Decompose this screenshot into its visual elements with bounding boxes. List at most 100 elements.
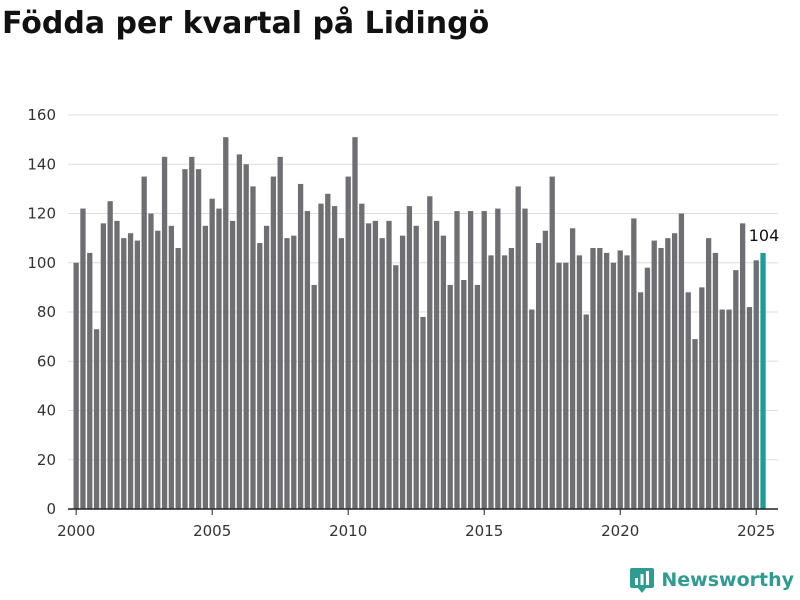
bar xyxy=(87,252,93,509)
bar xyxy=(651,240,657,509)
bar xyxy=(134,240,141,509)
x-tick-label: 2005 xyxy=(193,522,231,540)
bar xyxy=(379,238,385,509)
bar xyxy=(447,284,453,509)
bar xyxy=(678,213,685,509)
bar xyxy=(522,208,528,509)
bar xyxy=(223,137,229,509)
bar xyxy=(372,220,379,509)
bar xyxy=(631,218,637,510)
bar xyxy=(569,228,576,509)
bar xyxy=(175,247,181,509)
bar xyxy=(440,235,447,509)
bar xyxy=(209,198,215,509)
bar xyxy=(671,233,678,509)
y-axis-labels: 0 20 40 60 80 100 120 140 160 xyxy=(27,106,56,518)
y-tick-label: 160 xyxy=(27,106,56,124)
bar xyxy=(508,247,515,509)
bars xyxy=(73,137,766,510)
bar xyxy=(257,243,263,510)
bar xyxy=(73,262,79,509)
bar xyxy=(576,255,583,509)
bar xyxy=(161,156,168,510)
y-tick-label: 60 xyxy=(37,352,56,370)
bar xyxy=(250,186,256,509)
bar xyxy=(359,203,365,509)
chart-title: Födda per kvartal på Lidingö xyxy=(2,6,490,41)
bar xyxy=(141,176,147,509)
bar xyxy=(406,206,413,510)
bar xyxy=(420,316,426,509)
bar xyxy=(195,169,202,510)
bar xyxy=(535,243,542,510)
x-tick-label: 2025 xyxy=(737,522,775,540)
newsworthy-logo-icon xyxy=(630,568,655,593)
bar xyxy=(216,208,222,509)
bar xyxy=(93,329,100,509)
bar xyxy=(658,247,664,509)
bar xyxy=(556,262,562,509)
bar xyxy=(501,255,508,509)
bar xyxy=(413,225,419,509)
bar xyxy=(399,235,406,509)
bar xyxy=(705,238,712,509)
y-tick-label: 140 xyxy=(27,155,56,173)
last-value-label: 104 xyxy=(749,226,780,245)
brand-logo: Newsworthy xyxy=(629,566,794,594)
bar xyxy=(665,238,671,509)
bar xyxy=(386,220,392,509)
bar xyxy=(481,211,487,509)
bar xyxy=(515,186,521,509)
bar xyxy=(461,279,467,509)
bar xyxy=(624,255,630,509)
bar xyxy=(291,235,297,509)
bar xyxy=(393,265,399,509)
y-tick-label: 0 xyxy=(46,500,56,518)
bar xyxy=(365,223,372,509)
bar xyxy=(549,176,555,509)
bar xyxy=(692,339,698,509)
bar xyxy=(325,193,331,510)
bar xyxy=(542,230,549,510)
bar xyxy=(155,230,161,510)
bar xyxy=(127,233,134,509)
bar xyxy=(243,164,249,509)
y-tick-label: 100 xyxy=(27,254,56,272)
bar xyxy=(685,292,691,509)
bar xyxy=(318,203,324,509)
bar xyxy=(352,137,358,509)
bar xyxy=(331,206,338,510)
annotations: 104 xyxy=(749,226,780,245)
bar xyxy=(168,225,175,509)
bar xyxy=(338,238,345,509)
bar xyxy=(304,211,311,509)
bar xyxy=(100,223,107,509)
bar xyxy=(733,270,739,509)
bar xyxy=(753,260,759,509)
bar xyxy=(284,238,290,509)
bar xyxy=(603,252,610,509)
x-tick-label: 2020 xyxy=(601,522,639,540)
bar xyxy=(270,176,277,509)
bar xyxy=(474,284,481,509)
bar xyxy=(229,220,236,509)
bar xyxy=(107,201,113,509)
bar xyxy=(637,292,644,509)
bar xyxy=(617,250,623,509)
bar xyxy=(712,252,719,509)
x-axis: 2000 2005 2010 2015 2020 2025 xyxy=(57,508,778,540)
bar xyxy=(590,247,596,509)
y-tick-label: 80 xyxy=(37,303,56,321)
bar xyxy=(739,223,746,509)
bar xyxy=(189,156,195,510)
bar-highlight xyxy=(760,252,766,509)
bar xyxy=(182,169,188,510)
bar xyxy=(121,238,127,509)
bar xyxy=(148,213,154,509)
x-tick-label: 2000 xyxy=(57,522,95,540)
bar xyxy=(202,225,209,509)
bar xyxy=(433,220,440,509)
bar xyxy=(610,262,617,509)
y-tick-label: 40 xyxy=(37,402,56,420)
